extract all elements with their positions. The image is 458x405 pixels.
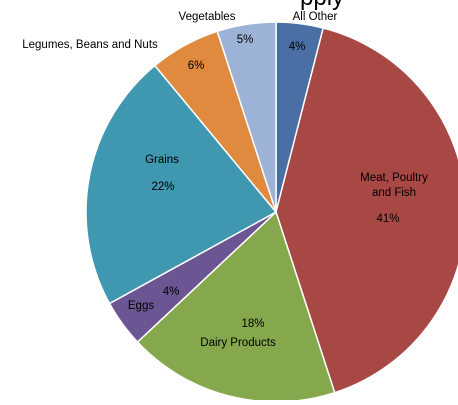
pie-slice-grains (85, 64, 278, 305)
slice-value-grains: 22% (151, 181, 174, 193)
slice-label-vegetables: Vegetables (179, 11, 236, 23)
pie-slice-vegetables (216, 21, 277, 213)
slice-value-eggs: 4% (163, 286, 180, 298)
slice-value-vegetables: 5% (237, 34, 254, 46)
slice-value-meat-poultry-and-fish: 41% (376, 213, 399, 225)
slice-label-grains: Grains (145, 154, 179, 166)
slice-label-eggs: Eggs (128, 300, 154, 312)
chart-title: pply (300, 0, 344, 12)
pie-slice-meat-poultry-and-fish (275, 27, 458, 394)
slice-label-dairy-products: Dairy Products (200, 337, 276, 349)
slice-value-all-other: 4% (289, 41, 306, 53)
slice-label-meat-poultry-and-fish: Meat, Poultry (360, 172, 428, 184)
pie-slice-dairy-products (136, 210, 336, 403)
slice-value-legumes-beans-and-nuts: 6% (188, 60, 205, 72)
slice-label-all-other: All Other (293, 11, 338, 23)
slice-label-legumes-beans-and-nuts: Legumes, Beans and Nuts (22, 39, 158, 51)
slice-value-dairy-products: 18% (241, 318, 264, 330)
slice-label-meat-poultry-and-fish: and Fish (372, 187, 416, 199)
